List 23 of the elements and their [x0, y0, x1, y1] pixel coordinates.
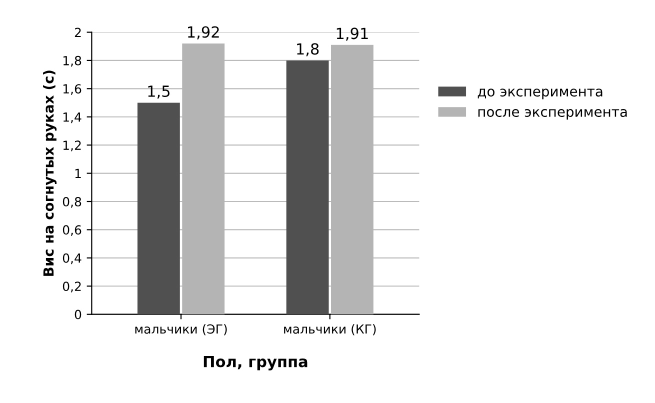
- y-tick-label: 1: [75, 168, 81, 178]
- y-tick-label: 1,4: [63, 112, 82, 124]
- y-tick-label: 2: [74, 28, 81, 37]
- y-tick-label: 0,8: [62, 196, 82, 208]
- data-label: 1,8: [297, 43, 319, 56]
- bar: [137, 102, 180, 314]
- x-tick-label: мальчики (КГ): [284, 324, 376, 336]
- y-tick-label: 0,6: [62, 225, 82, 236]
- y-tick-label: 0,4: [62, 253, 82, 264]
- legend-label: после эксперимента: [478, 109, 627, 120]
- data-label: 1,5: [148, 86, 170, 99]
- data-label: 1,92: [188, 26, 219, 40]
- y-tick-label: 1,2: [63, 140, 81, 152]
- bar: [286, 60, 329, 314]
- y-tick-label: 1,8: [63, 56, 82, 67]
- y-axis-title: Вис на согнутых руках (с): [43, 70, 57, 276]
- data-label: 1,91: [336, 28, 368, 41]
- x-tick-label: мальчики (ЭГ): [135, 324, 227, 336]
- y-tick-label: 1,6: [63, 84, 82, 95]
- legend-label: до эксперимента: [478, 88, 602, 100]
- y-tick-label: 0,2: [62, 282, 81, 292]
- y-tick-label: 0: [74, 310, 82, 320]
- x-axis-title: Пол, группа: [204, 356, 308, 370]
